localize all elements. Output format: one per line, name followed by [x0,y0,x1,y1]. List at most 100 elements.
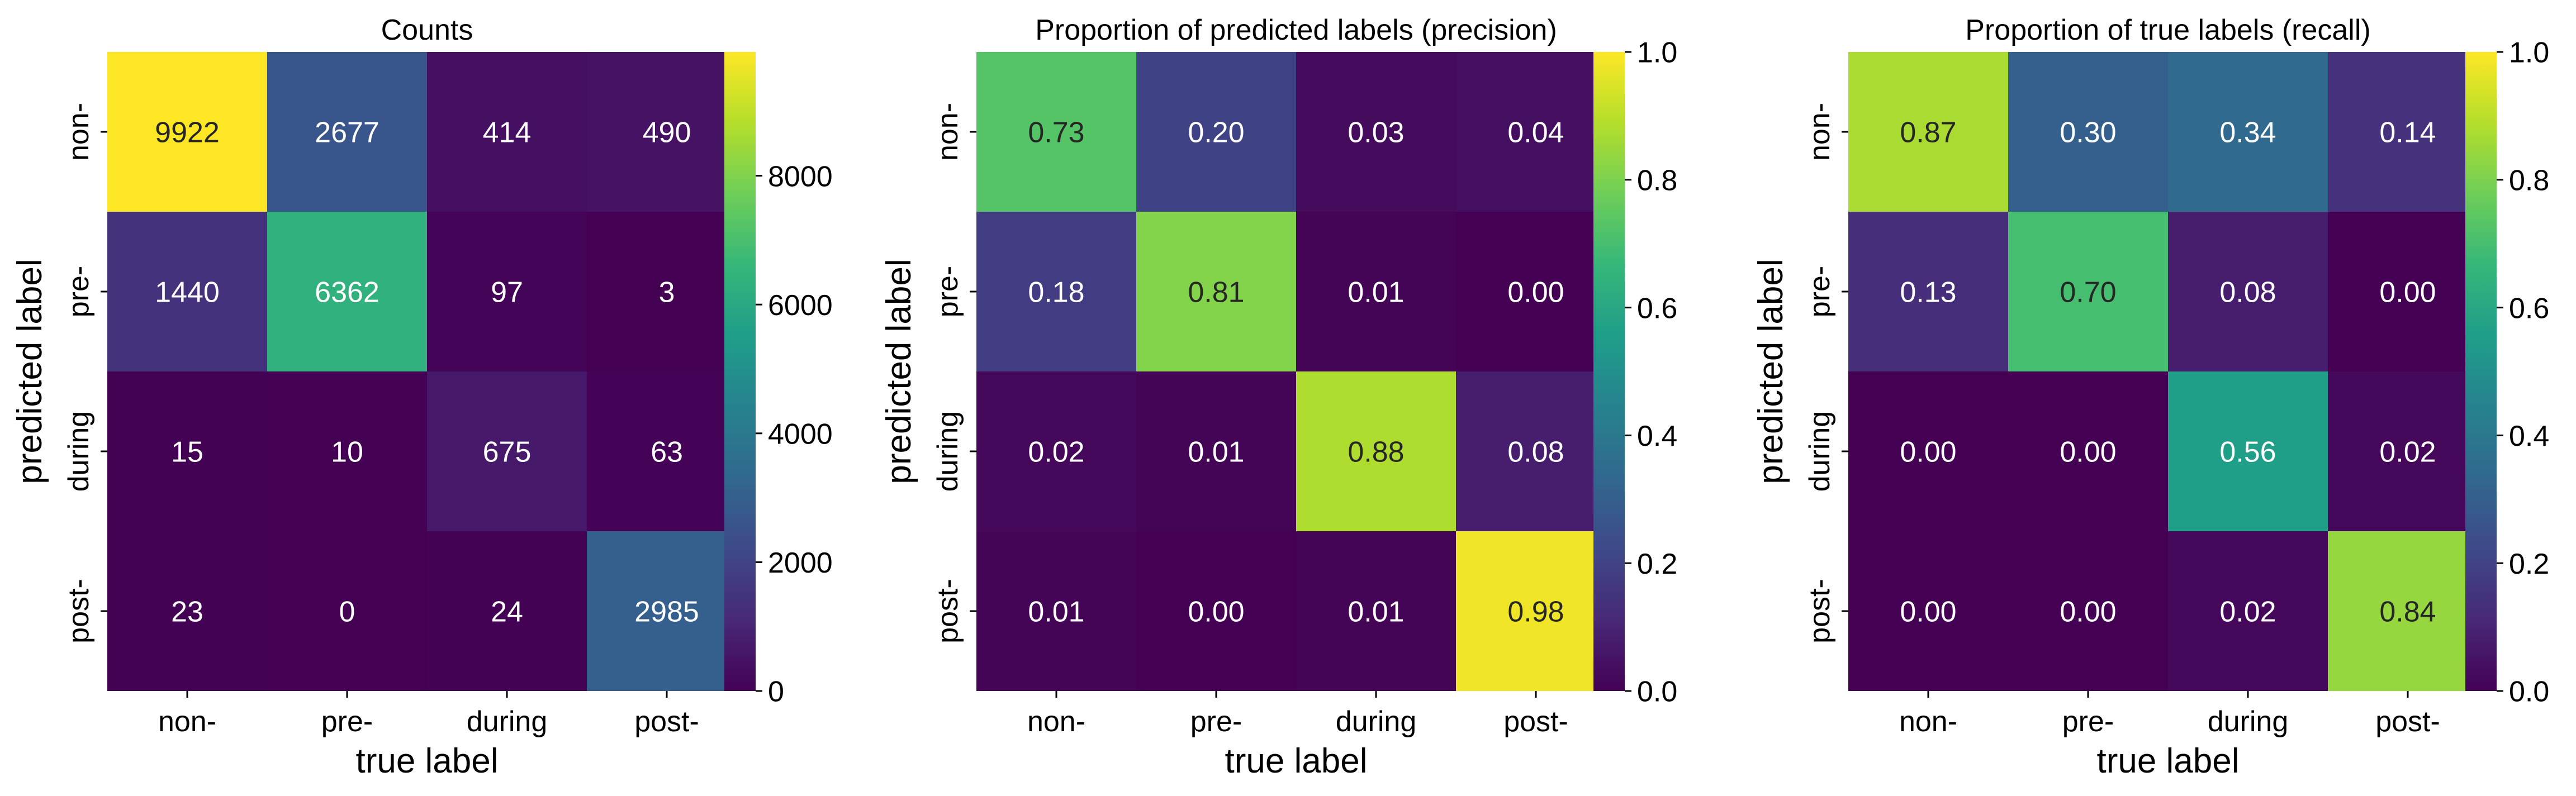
x-axis-label: true label [1225,742,1367,780]
heatmap-cell-r3-c2 [1296,531,1456,691]
heatmap-cell-r2-c0 [107,371,267,531]
cell-value-label: 0.08 [1507,436,1564,469]
cell-value-label: 0.13 [1900,277,1956,309]
colorbar-tick-label: 0.4 [2509,420,2549,452]
x-tick-label: non- [158,706,216,738]
heatmap-cell-r1-c3 [1456,212,1616,371]
heatmap-cell-r1-c0 [107,212,267,371]
cell-value-label: 0.88 [1348,436,1404,469]
heatmap-cell-r0-c1 [2008,52,2168,212]
colorbar-tick-label: 1.0 [1637,37,1677,69]
heatmap-cell-r3-c3 [587,531,747,691]
heatmap-cell-r0-c2 [2168,52,2328,212]
colorbar-tick-label: 0.0 [2509,676,2549,708]
cell-value-label: 15 [171,436,203,469]
colorbar-tick-label: 0.0 [1637,676,1677,708]
heatmap-cell-r1-c3 [587,212,747,371]
x-tick-label: non- [1027,706,1085,738]
cell-value-label: 0.20 [1188,117,1244,149]
cell-value-label: 0.02 [2219,596,2276,628]
cell-value-label: 0.00 [1900,436,1956,469]
cell-value-label: 6362 [315,277,379,309]
y-tick-label: post- [63,579,95,644]
x-tick-label: pre- [321,706,373,738]
heatmap-cell-r3-c1 [2008,531,2168,691]
x-tick-label: during [467,706,548,738]
heatmap-cell-r0-c3 [2328,52,2488,212]
y-axis-label: predicted label [1752,259,1790,484]
heatmap-cell-r3-c0 [107,531,267,691]
cell-value-label: 0.73 [1028,117,1084,149]
cell-value-label: 0.03 [1348,117,1404,149]
heatmap-cell-r2-c0 [976,371,1136,531]
chart-title: Proportion of true labels (recall) [1965,14,2370,46]
y-tick-label: during [932,411,964,492]
heatmap-cell-r0-c2 [427,52,587,212]
x-tick-label: post- [1503,706,1568,738]
cell-value-label: 0.02 [2379,436,2436,469]
heatmap-cell-r3-c0 [1848,531,2008,691]
heatmap-cell-r2-c1 [2008,371,2168,531]
chart-title: Counts [381,14,473,46]
heatmap-cell-r1-c2 [427,212,587,371]
heatmap-panel-2: Proportion of predicted labels (precisio… [880,14,1677,780]
heatmap-cell-r2-c1 [267,371,427,531]
y-tick-label: non- [63,103,95,161]
heatmap-cell-r3-c3 [2328,531,2488,691]
heatmap-cell-r1-c0 [976,212,1136,371]
heatmap-cell-r2-c2 [427,371,587,531]
heatmap-cell-r0-c1 [267,52,427,212]
heatmap-cell-r3-c2 [427,531,587,691]
cell-value-label: 0.04 [1507,117,1564,149]
chart-title: Proportion of predicted labels (precisio… [1035,14,1557,46]
y-tick-label: non- [1804,103,1836,161]
cell-value-label: 0.08 [2219,277,2276,309]
colorbar-tick-label: 0 [768,676,784,708]
heatmap-cell-r0-c3 [587,52,747,212]
colorbar-tick-label: 1.0 [2509,37,2549,69]
heatmap-cell-r2-c3 [587,371,747,531]
colorbar-tick-label: 0.2 [2509,548,2549,580]
heatmap-cell-r0-c2 [1296,52,1456,212]
cell-value-label: 1440 [155,277,220,309]
heatmap-cell-r1-c2 [2168,212,2328,371]
cell-value-label: 414 [483,117,532,149]
x-axis-label: true label [2096,742,2239,780]
heatmap-cell-r3-c3 [1456,531,1616,691]
x-axis-label: true label [355,742,498,780]
colorbar-tick-label: 4000 [768,418,833,451]
heatmap-cell-r3-c1 [1136,531,1296,691]
y-tick-label: during [1804,411,1836,492]
cell-value-label: 0.00 [1507,277,1564,309]
cell-value-label: 10 [331,436,363,469]
cell-value-label: 0.56 [2219,436,2276,469]
cell-value-label: 0.00 [2060,596,2116,628]
heatmap-cell-r0-c0 [976,52,1136,212]
cell-value-label: 63 [651,436,683,469]
y-tick-label: pre- [932,266,964,317]
heatmap-cell-r0-c0 [107,52,267,212]
x-tick-label: non- [1899,706,1957,738]
heatmap-cell-r2-c0 [1848,371,2008,531]
x-tick-label: during [2208,706,2289,738]
cell-value-label: 0.00 [2060,436,2116,469]
cell-value-label: 0 [339,596,355,628]
cell-value-label: 0.98 [1507,596,1564,628]
cell-value-label: 0.87 [1900,117,1956,149]
heatmap-panel-3: Proportion of true labels (recall) 0.87 0.… [1752,14,2549,780]
colorbar-tick-label: 8000 [768,160,833,193]
y-tick-label: non- [932,103,964,161]
heatmap-cell-r3-c0 [976,531,1136,691]
heatmap-cell-r1-c1 [1136,212,1296,371]
y-tick-label: pre- [1804,266,1836,317]
cell-value-label: 2677 [315,117,379,149]
cell-value-label: 97 [491,277,523,309]
colorbar-tick-label: 0.4 [1637,420,1677,452]
cell-value-label: 0.18 [1028,277,1084,309]
cell-value-label: 0.00 [2379,277,2436,309]
cell-value-label: 0.01 [1348,596,1404,628]
heatmap-cell-r1-c3 [2328,212,2488,371]
heatmap-cell-r1-c0 [1848,212,2008,371]
y-axis-label: predicted label [880,259,918,484]
